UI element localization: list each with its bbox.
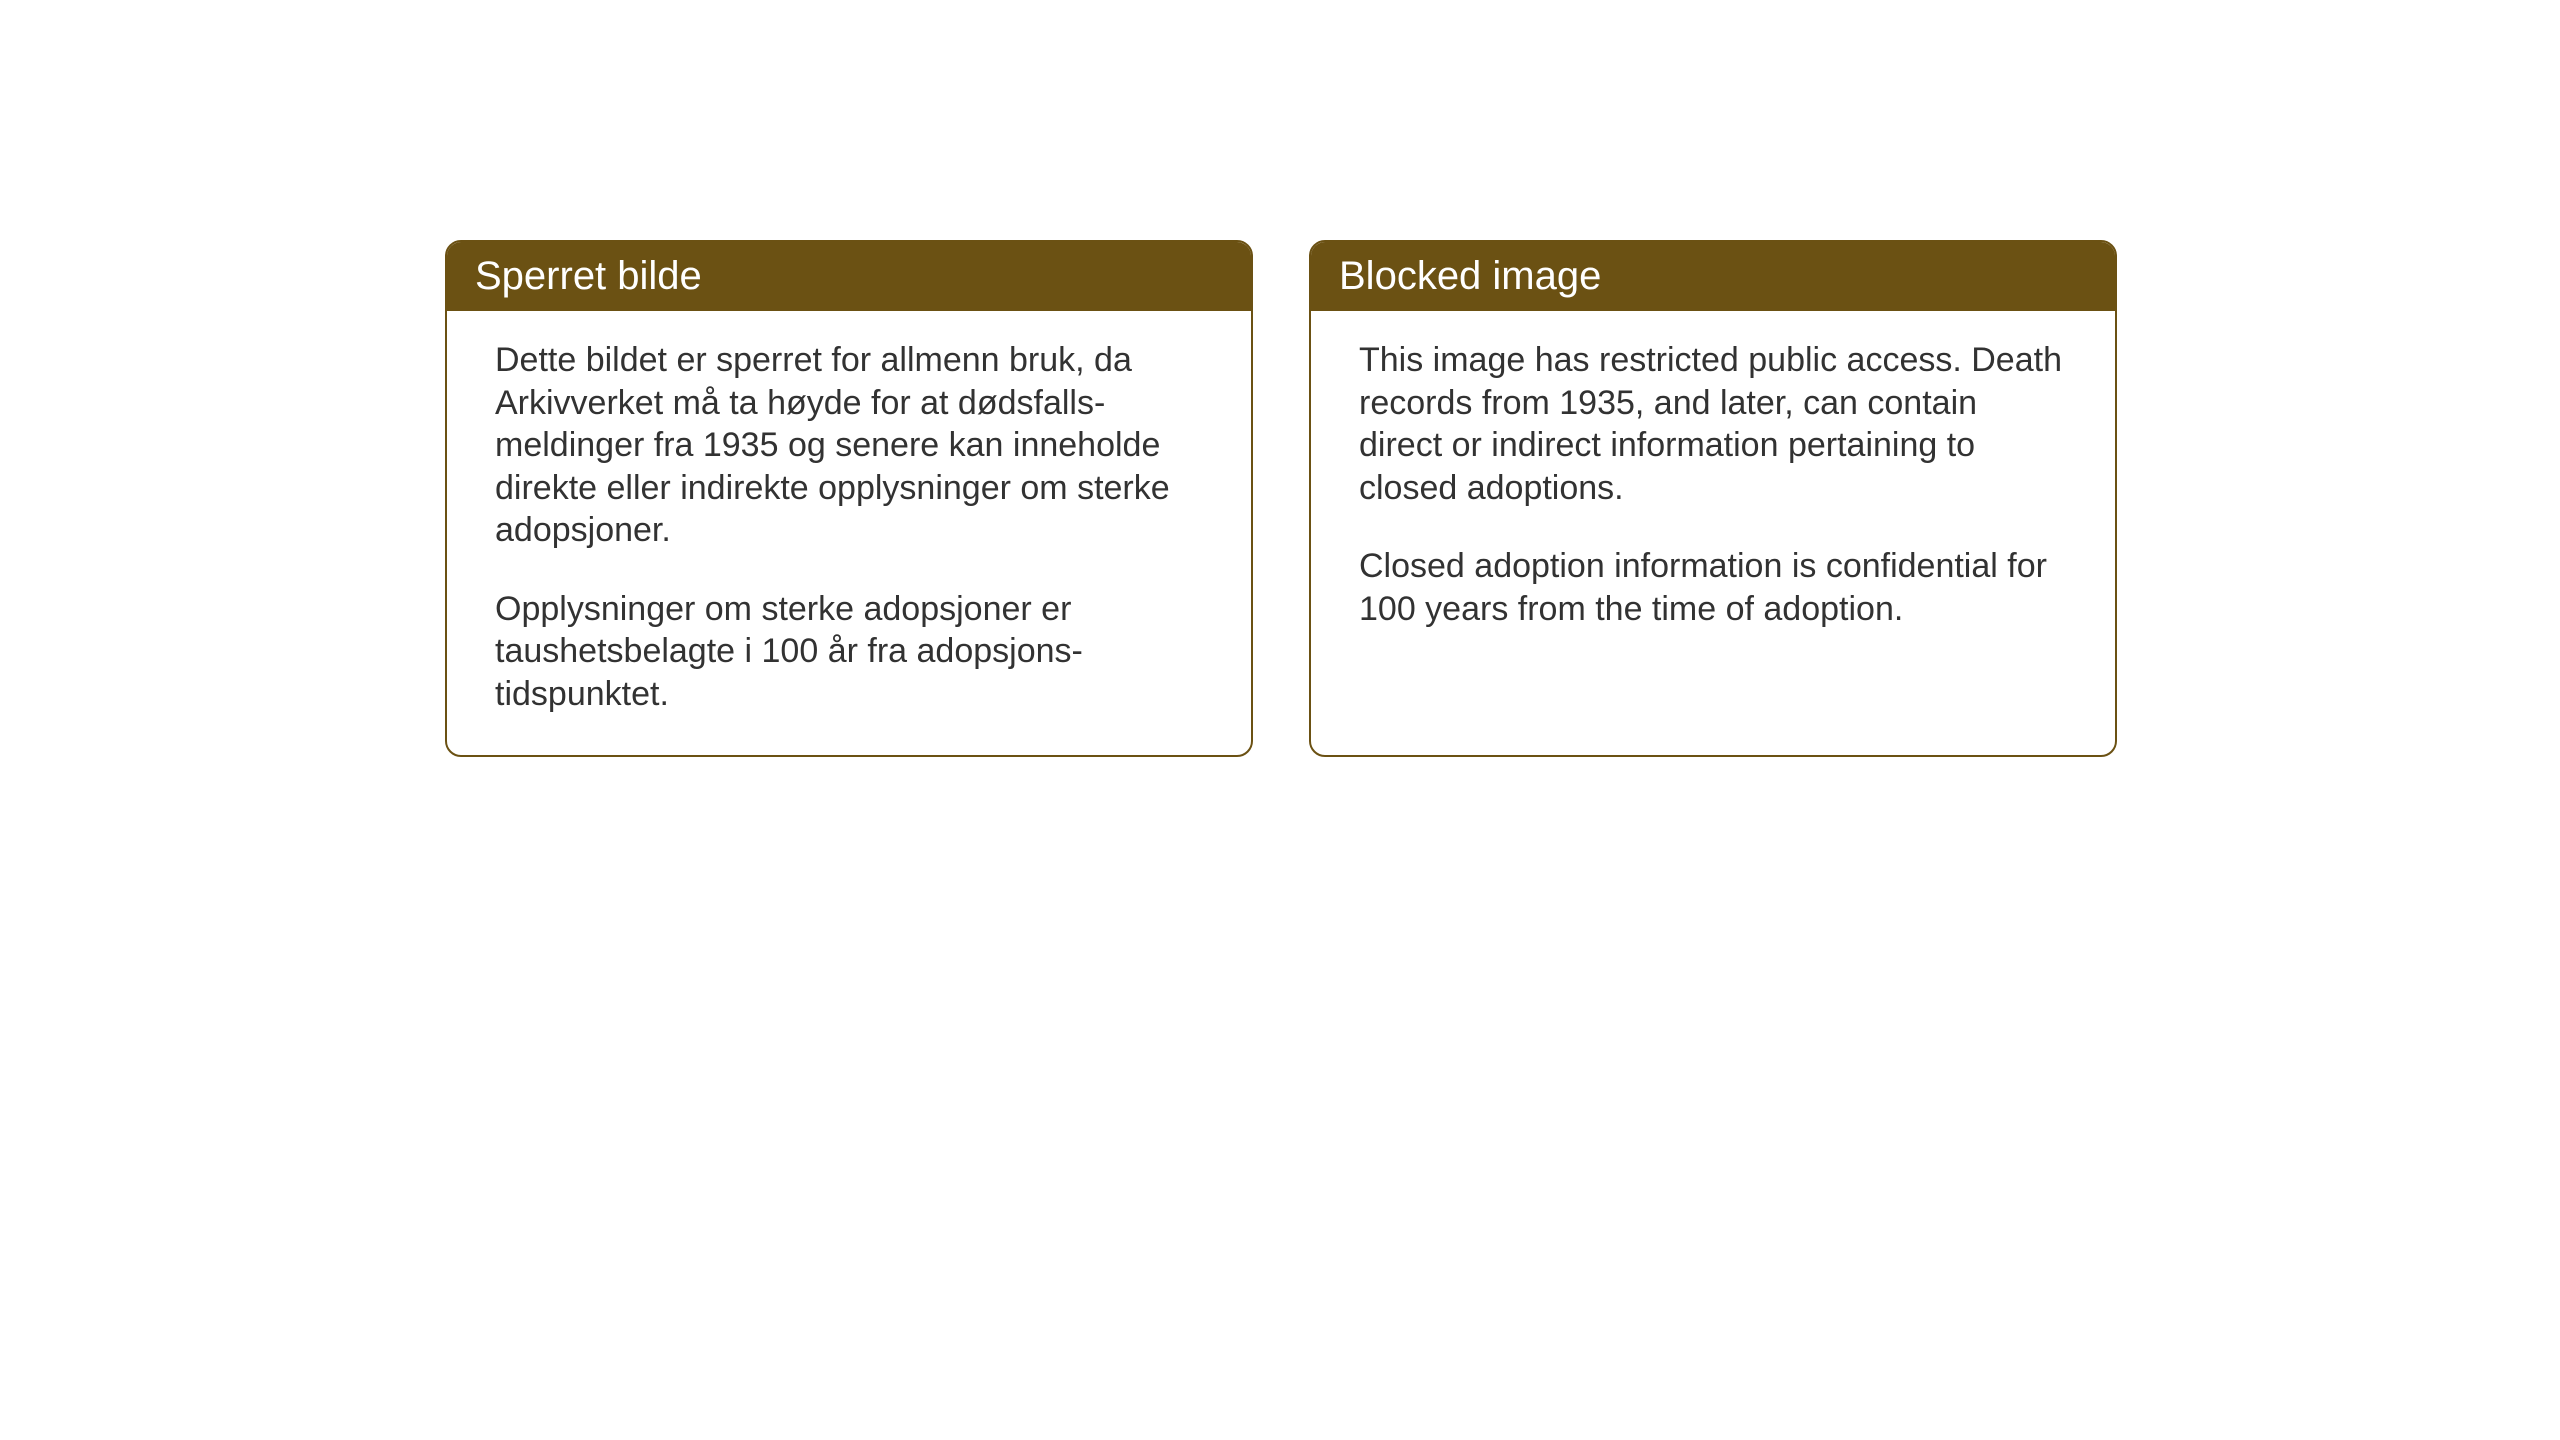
card-body-english: This image has restricted public access.… <box>1311 311 2115 670</box>
card-header-norwegian: Sperret bilde <box>447 242 1251 311</box>
paragraph-2-norwegian: Opplysninger om sterke adopsjoner er tau… <box>495 588 1203 716</box>
notice-card-norwegian: Sperret bilde Dette bildet er sperret fo… <box>445 240 1253 757</box>
notice-container: Sperret bilde Dette bildet er sperret fo… <box>445 240 2117 757</box>
paragraph-2-english: Closed adoption information is confident… <box>1359 545 2067 630</box>
notice-card-english: Blocked image This image has restricted … <box>1309 240 2117 757</box>
paragraph-1-english: This image has restricted public access.… <box>1359 339 2067 509</box>
paragraph-1-norwegian: Dette bildet er sperret for allmenn bruk… <box>495 339 1203 552</box>
card-body-norwegian: Dette bildet er sperret for allmenn bruk… <box>447 311 1251 755</box>
card-header-english: Blocked image <box>1311 242 2115 311</box>
card-title-norwegian: Sperret bilde <box>475 254 702 298</box>
card-title-english: Blocked image <box>1339 254 1601 298</box>
